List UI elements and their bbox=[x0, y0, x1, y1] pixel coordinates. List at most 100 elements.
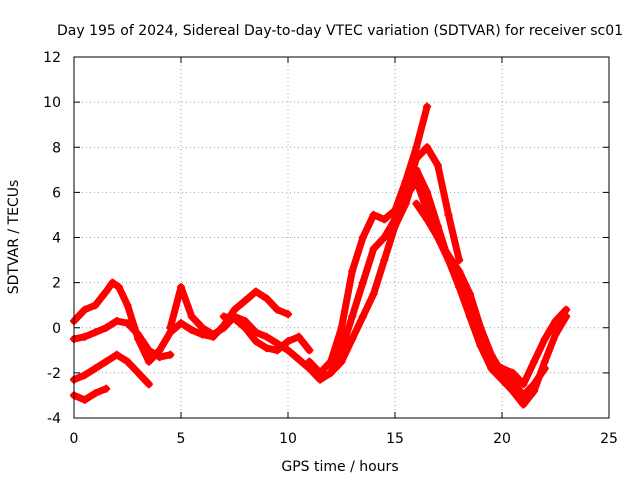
data-point bbox=[519, 400, 528, 409]
y-tick-label: 6 bbox=[52, 185, 61, 201]
data-point bbox=[91, 301, 100, 310]
data-point bbox=[305, 346, 314, 355]
data-point bbox=[540, 364, 549, 373]
plot-series bbox=[70, 102, 571, 409]
series-line-trace-4 bbox=[70, 385, 110, 404]
data-point bbox=[305, 357, 314, 366]
y-tick-label: 8 bbox=[52, 140, 61, 156]
data-point bbox=[380, 256, 389, 265]
x-tick-label: 25 bbox=[600, 431, 618, 447]
data-point bbox=[102, 323, 111, 332]
data-point bbox=[91, 389, 100, 398]
data-point bbox=[144, 346, 153, 355]
data-point bbox=[155, 353, 164, 362]
series-line-trace-12 bbox=[391, 177, 549, 399]
data-point bbox=[455, 256, 464, 265]
chart-title: Day 195 of 2024, Sidereal Day-to-day VTE… bbox=[57, 23, 623, 39]
data-point bbox=[112, 350, 121, 359]
data-point bbox=[358, 233, 367, 242]
data-point bbox=[465, 312, 474, 321]
data-point bbox=[108, 278, 117, 287]
data-point bbox=[177, 319, 185, 328]
data-point bbox=[294, 355, 303, 364]
data-point bbox=[123, 301, 132, 310]
data-point bbox=[412, 177, 421, 186]
data-point bbox=[251, 328, 260, 337]
data-point bbox=[284, 337, 292, 346]
x-tick-label: 5 bbox=[177, 431, 186, 447]
y-tick-label: 10 bbox=[43, 95, 61, 111]
data-point bbox=[241, 323, 250, 332]
data-point bbox=[284, 346, 292, 355]
data-point bbox=[530, 380, 539, 389]
data-point bbox=[198, 323, 207, 332]
data-point bbox=[476, 341, 485, 350]
x-tick-label: 20 bbox=[493, 431, 511, 447]
data-point bbox=[412, 154, 421, 163]
data-point bbox=[144, 380, 153, 389]
data-point bbox=[348, 267, 357, 276]
data-point bbox=[487, 350, 496, 359]
data-point bbox=[380, 233, 389, 242]
data-point bbox=[219, 312, 228, 321]
data-point bbox=[519, 380, 528, 389]
y-tick-label: 4 bbox=[52, 231, 61, 247]
data-point bbox=[455, 267, 464, 276]
data-point bbox=[294, 332, 303, 341]
data-point bbox=[348, 312, 357, 321]
data-point bbox=[80, 332, 89, 341]
data-point bbox=[433, 233, 442, 242]
data-point bbox=[508, 368, 517, 377]
data-point bbox=[369, 289, 378, 298]
data-point bbox=[369, 244, 378, 253]
data-point bbox=[487, 364, 496, 373]
data-point bbox=[391, 222, 399, 231]
data-point bbox=[423, 143, 432, 152]
data-point bbox=[284, 310, 292, 319]
data-point bbox=[80, 371, 89, 380]
data-point bbox=[102, 287, 111, 296]
y-tick-label: -2 bbox=[47, 366, 61, 382]
data-point bbox=[123, 319, 132, 328]
data-point bbox=[326, 368, 335, 377]
data-point bbox=[230, 314, 239, 323]
data-point bbox=[177, 283, 185, 292]
data-point bbox=[262, 332, 271, 341]
data-point bbox=[337, 357, 346, 366]
data-point bbox=[112, 317, 121, 325]
data-point bbox=[444, 210, 453, 219]
data-point bbox=[241, 296, 250, 305]
data-point bbox=[540, 335, 549, 343]
y-axis-label: SDTVAR / TECUs bbox=[6, 180, 22, 295]
data-point bbox=[262, 344, 271, 353]
data-point bbox=[551, 317, 560, 325]
data-point bbox=[562, 305, 571, 314]
x-axis-label: GPS time / hours bbox=[281, 459, 398, 475]
data-point bbox=[391, 210, 399, 219]
data-point bbox=[508, 386, 517, 395]
series-line-trace-8 bbox=[305, 103, 431, 377]
data-point bbox=[144, 357, 153, 366]
data-point bbox=[465, 289, 474, 298]
data-point bbox=[401, 192, 410, 201]
data-point bbox=[91, 364, 100, 373]
x-tick-label: 15 bbox=[386, 431, 404, 447]
x-tick-label: 0 bbox=[70, 431, 79, 447]
data-point bbox=[166, 323, 175, 332]
data-point bbox=[551, 330, 560, 339]
data-point bbox=[476, 323, 485, 332]
series-line-trace-3 bbox=[70, 351, 153, 388]
y-tick-label: 0 bbox=[52, 321, 61, 337]
y-tick-label: 2 bbox=[52, 276, 61, 292]
plot-frame bbox=[73, 56, 610, 419]
data-point bbox=[498, 368, 506, 377]
data-point bbox=[540, 357, 549, 366]
data-point bbox=[423, 188, 432, 197]
data-point bbox=[166, 350, 175, 359]
data-point bbox=[187, 312, 196, 321]
data-point bbox=[337, 323, 346, 332]
data-point bbox=[519, 391, 528, 400]
data-point bbox=[423, 206, 432, 215]
data-point bbox=[412, 143, 421, 152]
